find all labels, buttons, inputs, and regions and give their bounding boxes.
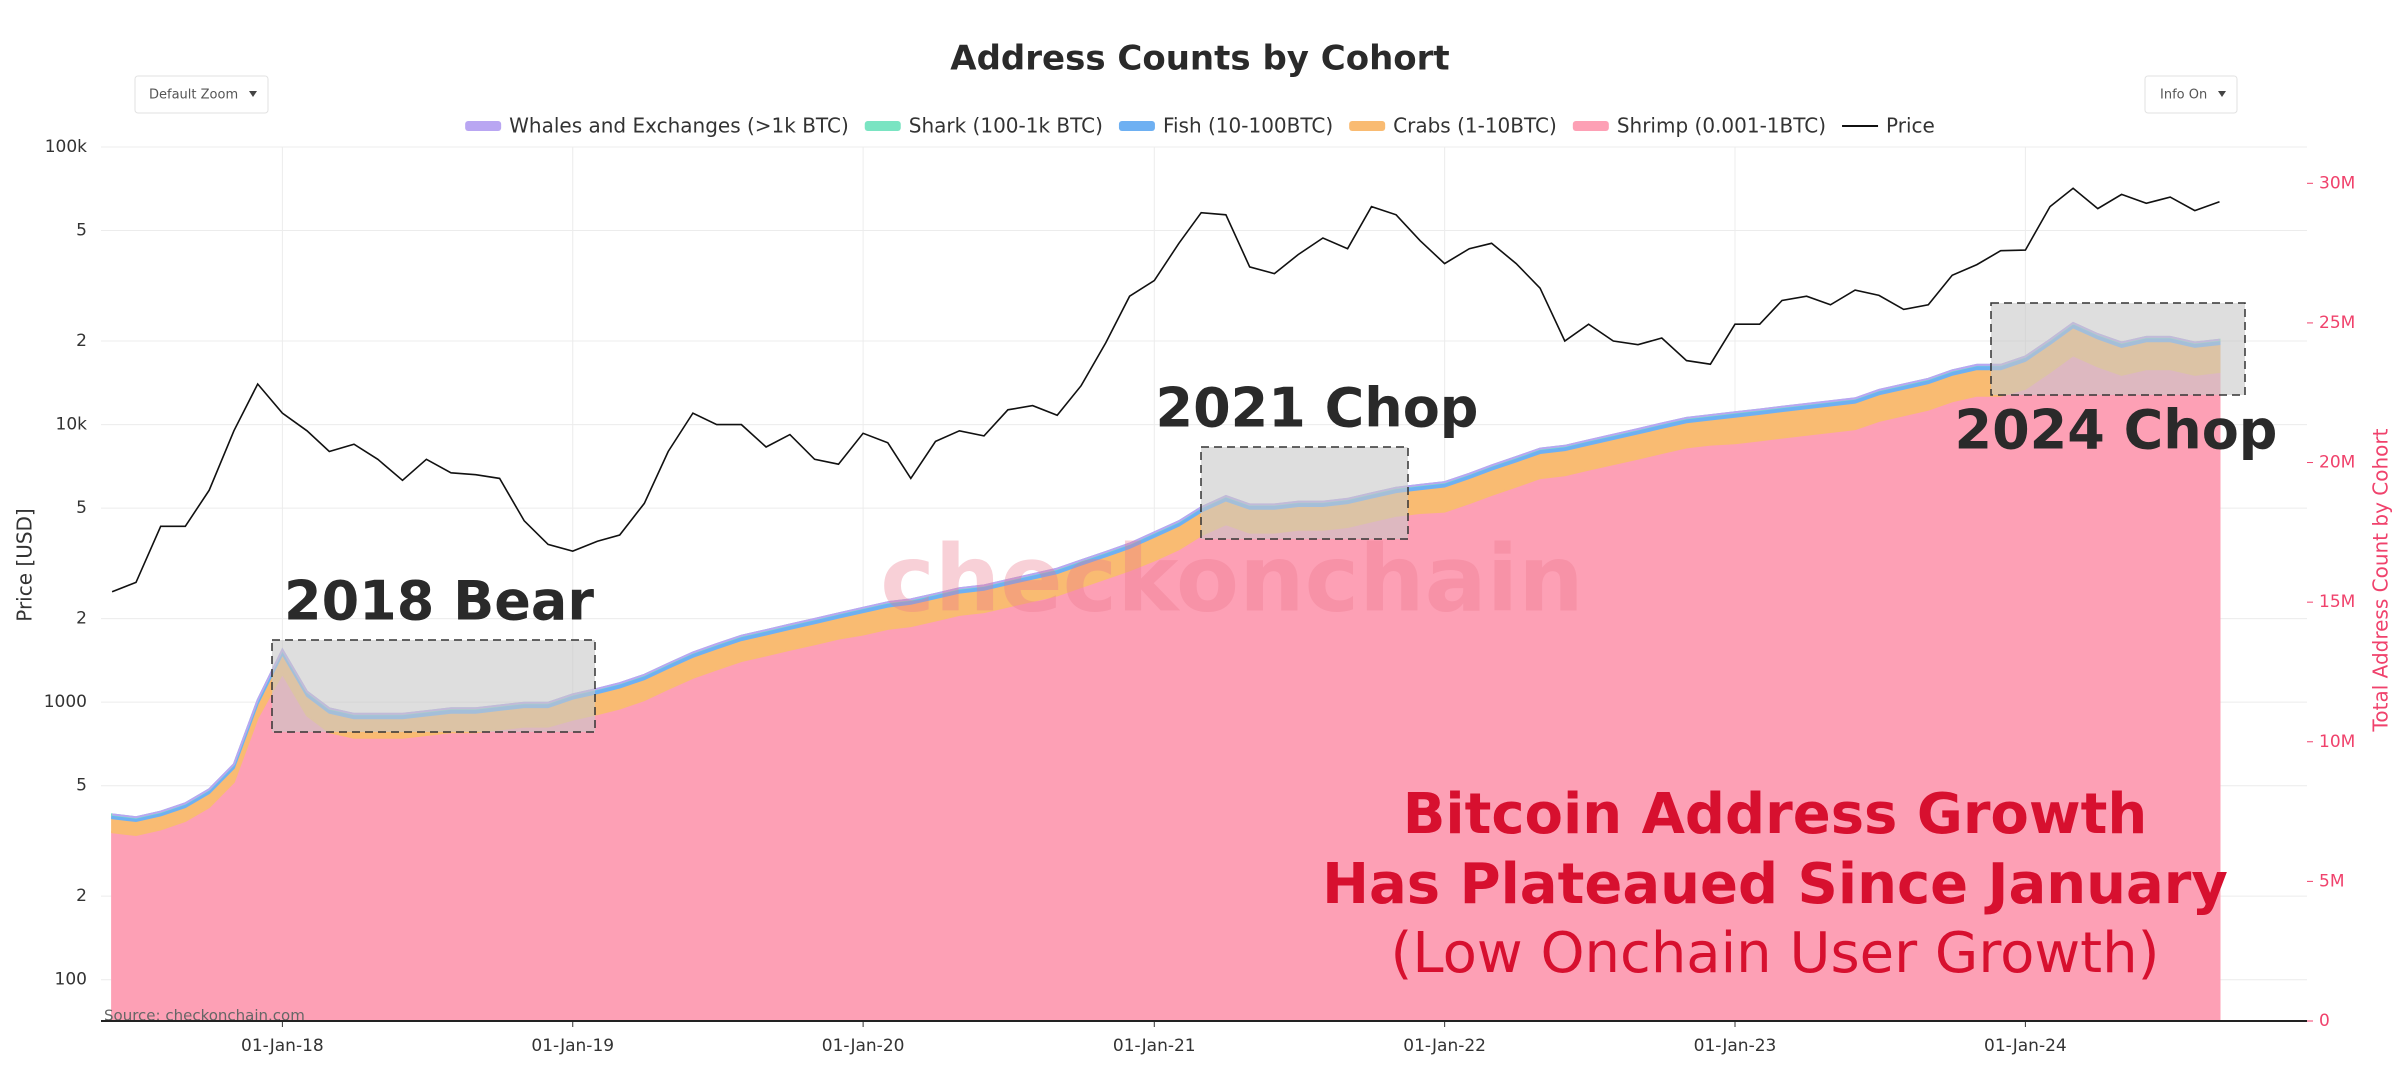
y2-tick-label: 20M xyxy=(2319,453,2355,473)
dropdown-label[interactable]: Info On xyxy=(2160,88,2207,103)
x-tick-label: 01-Jan-24 xyxy=(1984,1036,2067,1056)
legend-swatch xyxy=(1118,121,1155,131)
legend: Whales and Exchanges (>1k BTC) Shark (100… xyxy=(465,114,1935,138)
annotation: 2024 Chop xyxy=(1955,399,2278,462)
y-tick-label: 10k xyxy=(56,415,88,435)
y2-tick-label: 10M xyxy=(2319,732,2355,752)
legend-label: Whales and Exchanges (>1k BTC) xyxy=(509,114,849,138)
dropdown-label[interactable]: Default Zoom xyxy=(149,88,238,103)
legend-item: Crabs (1-10BTC) xyxy=(1349,114,1557,138)
chart-title: Address Counts by Cohort xyxy=(950,39,1449,79)
legend-item: Fish (10-100BTC) xyxy=(1118,114,1333,138)
zoom-dropdown[interactable]: Default Zoom xyxy=(134,75,269,114)
y-tick-label: 5 xyxy=(76,498,87,518)
y2-axis-title: Total Address Count by Cohort xyxy=(2369,428,2393,732)
dropdown-arrow[interactable] xyxy=(249,91,257,97)
legend-item: Whales and Exchanges (>1k BTC) xyxy=(465,114,849,138)
legend-swatch xyxy=(465,121,502,131)
price-line xyxy=(111,187,2220,593)
legend-item: Shark (100-1k BTC) xyxy=(864,114,1103,138)
annotation: 2021 Chop xyxy=(1156,377,1479,440)
annotation-box xyxy=(1200,446,1409,540)
y-axis-title: Price [USD] xyxy=(13,508,37,622)
y-tick-label: 5 xyxy=(76,776,87,796)
subheadline: (Low Onchain User Growth) xyxy=(1391,921,2160,986)
annotation-box xyxy=(1990,302,2246,396)
y2-tick-label: 25M xyxy=(2319,313,2355,333)
info-dropdown[interactable]: Info On xyxy=(2144,75,2238,114)
x-tick-label: 01-Jan-20 xyxy=(822,1036,905,1056)
y-tick-label: 100k xyxy=(45,137,87,157)
legend-label: Shark (100-1k BTC) xyxy=(909,114,1103,138)
legend-label: Price xyxy=(1886,114,1935,138)
y-tick-label: 2 xyxy=(76,609,87,629)
annotation: 2018 Bear xyxy=(284,570,594,633)
legend-item: Price xyxy=(1842,114,1935,138)
legend-swatch xyxy=(864,121,901,131)
y-tick-label: 5 xyxy=(76,221,87,241)
lines xyxy=(111,187,2220,593)
x-tick-label: 01-Jan-21 xyxy=(1113,1036,1196,1056)
y2-tick-label: 30M xyxy=(2319,173,2355,193)
x-tick-label: 01-Jan-19 xyxy=(531,1036,614,1056)
y2-tick-label: 5M xyxy=(2319,871,2344,891)
y-tick-label: 1000 xyxy=(44,692,87,712)
legend-label: Fish (10-100BTC) xyxy=(1163,114,1333,138)
x-tick-label: 01-Jan-22 xyxy=(1403,1036,1486,1056)
legend-swatch xyxy=(1349,121,1386,131)
y-tick-label: 100 xyxy=(55,970,87,990)
dropdown-arrow[interactable] xyxy=(2218,91,2226,97)
dropdown-box[interactable] xyxy=(2144,75,2238,114)
y2-tick-label: 0 xyxy=(2319,1011,2330,1031)
dropdown-box[interactable] xyxy=(134,75,269,114)
y-tick-label: 2 xyxy=(76,886,87,906)
x-tick-label: 01-Jan-18 xyxy=(241,1036,324,1056)
annotation-box xyxy=(271,639,596,733)
legend-swatch xyxy=(1572,121,1609,131)
x-tick-label: 01-Jan-23 xyxy=(1694,1036,1777,1056)
legend-label: Shrimp (0.001-1BTC) xyxy=(1617,114,1826,138)
y2-tick-label: 15M xyxy=(2319,592,2355,612)
legend-item: Shrimp (0.001-1BTC) xyxy=(1572,114,1826,138)
headline: Bitcoin Address Growth xyxy=(1403,782,2148,847)
legend-label: Crabs (1-10BTC) xyxy=(1393,114,1557,138)
y-tick-label: 2 xyxy=(76,331,87,351)
headline: Has Plateaued Since January xyxy=(1322,852,2228,917)
watermark: checkonchain xyxy=(880,525,1584,632)
